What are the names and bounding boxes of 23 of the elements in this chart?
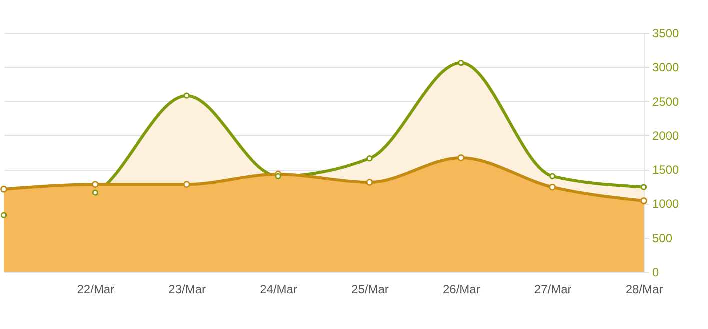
- point: [366, 156, 373, 162]
- point: [92, 190, 99, 196]
- x-tick-label: 24/Mar: [260, 282, 298, 296]
- y-tick-label: 2000: [652, 128, 680, 143]
- x-tick-label: 25/Mar: [352, 282, 389, 296]
- point: [458, 60, 464, 66]
- x-tick-label: 22/Mar: [77, 282, 115, 296]
- x-tick-label: 26/Mar: [442, 282, 480, 296]
- y-tick-label: 0: [652, 266, 660, 280]
- point: [184, 92, 190, 99]
- point: [640, 184, 648, 190]
- y-tick-label: 1000: [652, 197, 680, 212]
- point: [549, 173, 556, 180]
- point: [0, 212, 8, 218]
- x-tick-label: 27/Mar: [534, 282, 572, 296]
- point: [275, 173, 282, 180]
- y-tick-label: 3000: [652, 60, 680, 75]
- y-tick-label: 1500: [652, 163, 680, 178]
- x-tick-label: 28/Mar: [626, 282, 664, 296]
- y-tick-label: 2500: [652, 94, 680, 109]
- y-tick-label: 500: [652, 231, 673, 246]
- x-tick-label: 23/Mar: [168, 282, 206, 296]
- y-tick-label: 3500: [652, 26, 680, 40]
